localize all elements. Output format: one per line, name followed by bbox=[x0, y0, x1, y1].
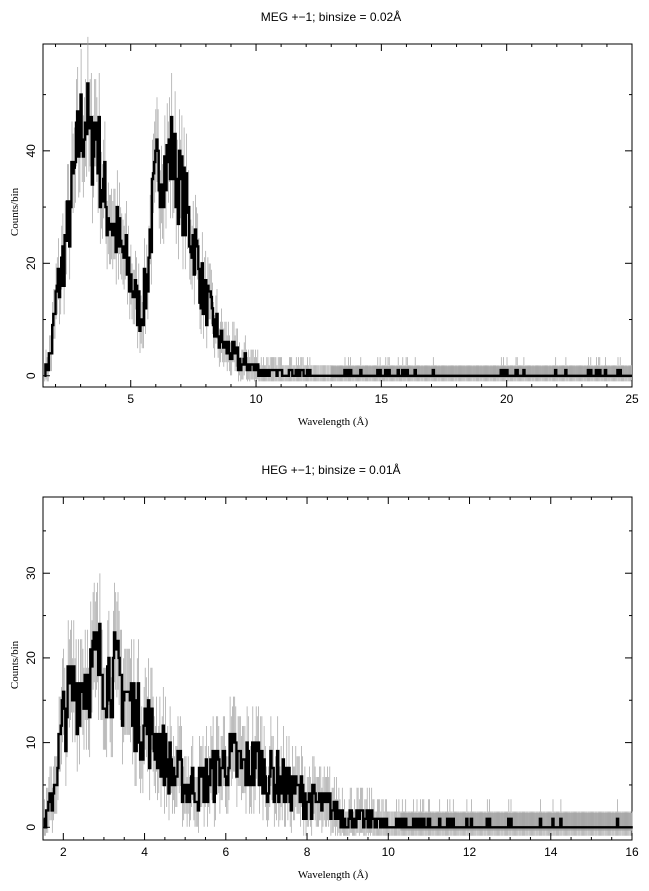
error-bars-layer bbox=[44, 36, 632, 382]
heg-panel: HEG +−1; binsize = 0.01Å 2 4 6 8 10 12 14 16 0 10… bbox=[9, 462, 639, 881]
x-tick-label: 12 bbox=[463, 845, 477, 859]
x-tick-label: 14 bbox=[544, 845, 558, 859]
x-tick-label: 10 bbox=[249, 392, 263, 406]
plot-frame bbox=[42, 496, 633, 841]
x-axis-label: Wavelength (Å) bbox=[298, 416, 369, 428]
chart-title: MEG +−1; binsize = 0.02Å bbox=[261, 9, 401, 24]
marks-layer bbox=[43, 622, 633, 829]
x-tick-label: 8 bbox=[304, 845, 311, 859]
y-tick-label: 40 bbox=[24, 144, 38, 158]
error-bars bbox=[44, 36, 632, 382]
error-band bbox=[331, 366, 632, 379]
y-axis-label: Counts/bin bbox=[9, 187, 21, 236]
x-tick-label: 10 bbox=[382, 845, 396, 859]
y-axis-label: Counts/bin bbox=[9, 640, 21, 689]
meg-panel: MEG +−1; binsize = 0.02Å 5 10 15 20 2502040 … bbox=[9, 9, 639, 428]
x-tick-label: 16 bbox=[625, 845, 639, 859]
y-tick-label: 20 bbox=[24, 651, 38, 665]
series-line bbox=[44, 82, 633, 377]
ticks-layer: 2 4 6 8 10 12 14 16 0 10 20 30 bbox=[24, 497, 639, 859]
x-tick-label: 4 bbox=[141, 845, 148, 859]
y-tick-label: 30 bbox=[24, 566, 38, 580]
x-tick-label: 15 bbox=[375, 392, 389, 406]
x-tick-label: 25 bbox=[625, 392, 639, 406]
x-tick-label: 6 bbox=[222, 845, 229, 859]
chart-title: HEG +−1; binsize = 0.01Å bbox=[261, 462, 400, 477]
x-axis-label: Wavelength (Å) bbox=[298, 869, 369, 881]
series-line bbox=[43, 622, 633, 829]
x-tick-label: 20 bbox=[500, 392, 514, 406]
y-tick-label: 20 bbox=[24, 256, 38, 270]
y-tick-label: 10 bbox=[24, 736, 38, 750]
ticks-layer: 5 10 15 20 25 0 20 40 bbox=[24, 44, 639, 406]
x-tick-label: 5 bbox=[127, 392, 134, 406]
plot-frame bbox=[42, 43, 633, 388]
y-tick-label: 0 bbox=[24, 372, 38, 379]
marks-layer bbox=[44, 82, 633, 377]
x-tick-label: 2 bbox=[60, 845, 67, 859]
y-tick-label: 0 bbox=[24, 824, 38, 831]
